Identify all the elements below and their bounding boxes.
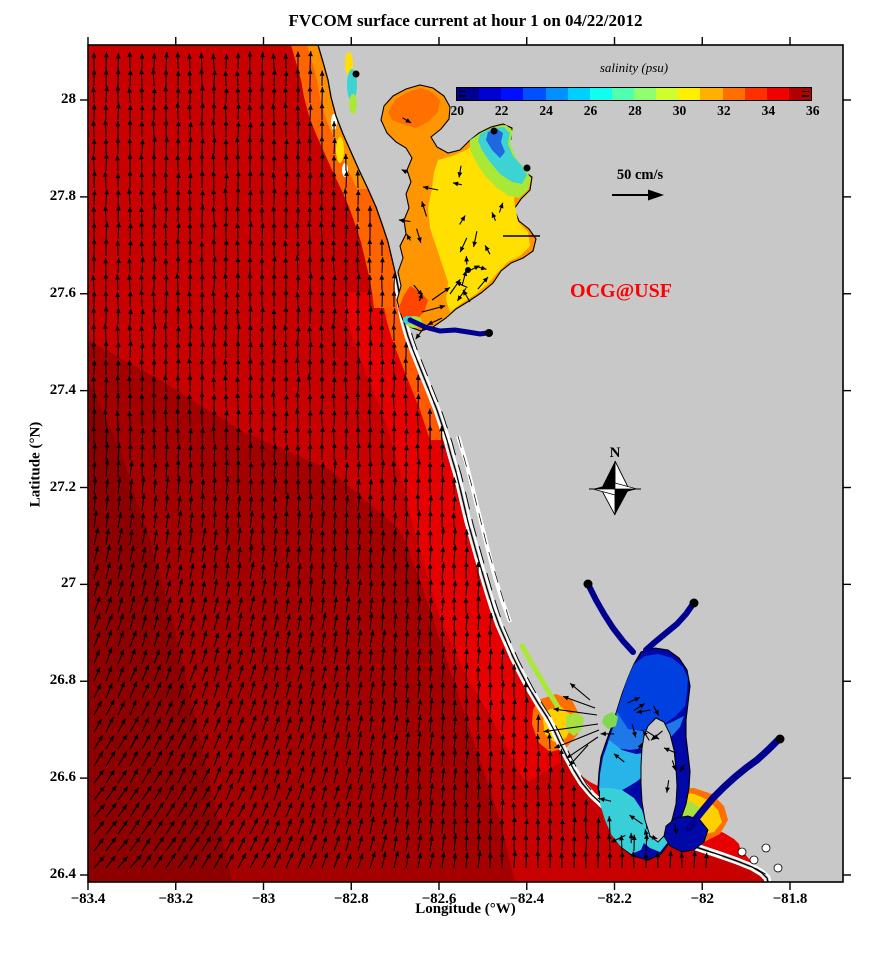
colorbar-segment	[589, 88, 612, 100]
y-axis-label: Latitude (°N)	[27, 421, 44, 508]
y-tick-label: 28	[61, 90, 76, 107]
colorbar-tick-label: 32	[717, 103, 731, 118]
river-source-marker	[775, 734, 785, 744]
compass-rose-icon	[589, 460, 641, 516]
y-tick-label: 26.6	[49, 769, 76, 786]
lemon-bay-strip	[518, 642, 561, 709]
colorbar-tick-label: 20	[450, 103, 464, 118]
old-tampa-bay-orange	[388, 88, 440, 128]
hillsborough-bay-blue	[486, 129, 505, 158]
colorbar: salinity (psu) 20 22 24 26 28 30 32 34 36	[450, 60, 819, 119]
y-tick-label: 27.8	[49, 187, 76, 204]
colorbar-segment	[678, 88, 701, 100]
scale-label: 50 cm/s	[616, 167, 664, 183]
river-source-marker	[490, 127, 498, 135]
watermark: OCG@USF	[570, 280, 672, 302]
myakka-river	[586, 583, 636, 655]
colorbar-segment	[656, 88, 679, 100]
colorbar-tick-label: 30	[672, 103, 687, 118]
y-tick-label: 26.8	[49, 672, 76, 689]
colorbar-tick-labels: 20 22 24 26 28 30 32 34 36	[450, 103, 819, 119]
colorbar-segment	[501, 88, 524, 100]
river-source-marker	[583, 579, 593, 589]
tampa-bay-mouth	[398, 286, 428, 322]
scale-arrow-icon	[612, 189, 664, 201]
x-tick-label: −82.2	[597, 891, 632, 907]
boca-plume-yellow	[543, 706, 572, 742]
intracoastal-strip	[456, 435, 512, 623]
x-tick-label: −82.6	[421, 891, 457, 907]
colorbar-segment	[523, 88, 546, 100]
y-tick-label: 26.4	[49, 865, 76, 882]
x-tick-label: −83	[251, 891, 276, 907]
x-tick-label: −83.4	[70, 891, 106, 907]
estero-islet	[749, 855, 759, 865]
y-tick-label: 27.4	[49, 381, 76, 398]
estero-islet	[761, 843, 771, 853]
current-arrows	[91, 50, 709, 869]
colorbar-segment	[545, 88, 568, 100]
river-source-marker	[352, 70, 360, 78]
coastline-north	[317, 45, 400, 293]
river-source-marker	[689, 598, 699, 608]
colorbar-segment	[634, 88, 657, 100]
axis-ticks	[80, 37, 851, 890]
colorbar-tick-label: 28	[628, 103, 642, 118]
boca-pass-green	[602, 712, 618, 729]
colorbar-segment	[766, 88, 789, 100]
colorbar-tick-label: 24	[539, 103, 553, 118]
shore-salinity-patch	[349, 94, 357, 114]
river-source-marker	[523, 164, 531, 172]
manatee-river	[407, 317, 490, 337]
river-source-marker	[485, 329, 493, 337]
colorbar-segment	[611, 88, 634, 100]
colorbar-segment	[567, 88, 590, 100]
colorbar-tick-label: 34	[761, 103, 776, 118]
colorbar-segment	[700, 88, 723, 100]
y-tick-label: 27	[61, 575, 76, 592]
compass-label: N	[609, 445, 621, 461]
colorbar-segment	[722, 88, 745, 100]
colorbar-segment	[479, 88, 502, 100]
colorbar-tick-label: 26	[583, 103, 598, 118]
estero-islet	[737, 847, 747, 857]
caloosahatchee-river	[685, 736, 782, 833]
colorbar-tick-label: 22	[494, 103, 509, 118]
colorbar-label: salinity (psu)	[599, 60, 669, 75]
colorbar-segment	[744, 88, 767, 100]
figure-title: FVCOM surface current at hour 1 on 04/22…	[288, 11, 643, 30]
x-axis-label: Longitude (°W)	[415, 901, 516, 917]
x-tick-label: −82.8	[333, 891, 369, 907]
x-tick-label: −81.8	[772, 891, 808, 907]
colorbar-bar	[456, 87, 812, 101]
y-tick-label: 27.2	[49, 478, 76, 495]
peace-river	[643, 601, 696, 653]
x-tick-label: −83.2	[158, 891, 194, 907]
estuaries	[352, 70, 785, 873]
plot-frame	[87, 44, 844, 883]
shore-salinity-patch	[336, 137, 344, 163]
colorbar-tick-label: 36	[806, 103, 820, 118]
x-tick-label: −82.4	[509, 891, 545, 907]
charlotte-harbor-blue	[616, 654, 688, 731]
x-tick-label: −82	[690, 891, 715, 907]
current-vector-shafts	[92, 50, 708, 869]
estero-islet	[773, 863, 783, 873]
intracoastal-shore	[457, 435, 511, 623]
boca-plume-green	[566, 712, 584, 736]
y-tick-label: 27.6	[49, 284, 76, 301]
gulf-nearshore-band	[343, 292, 768, 882]
